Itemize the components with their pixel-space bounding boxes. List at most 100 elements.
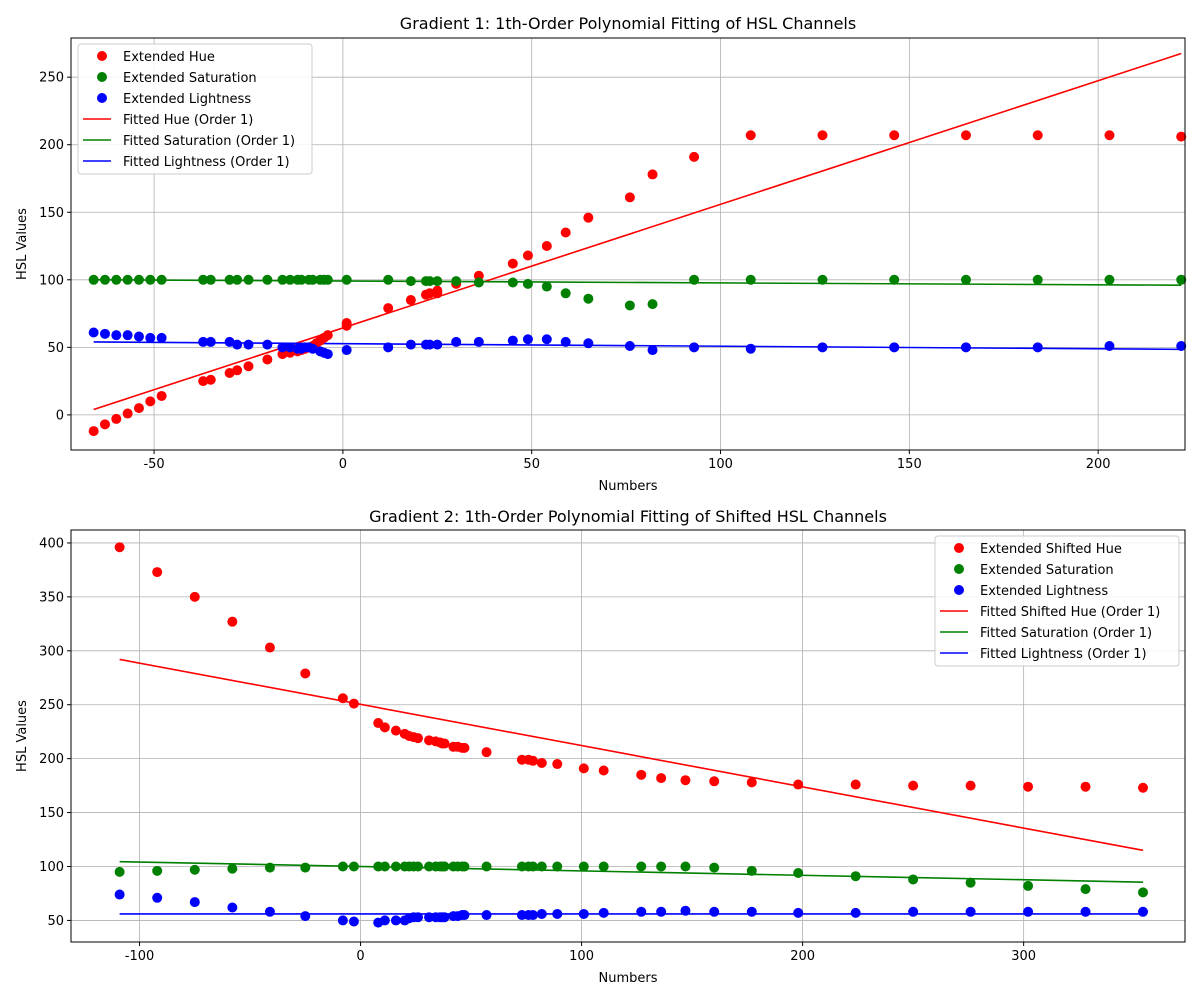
chart-2-legend-label: Extended Lightness (980, 584, 1108, 599)
chart-2-series-3-point (680, 905, 691, 916)
chart-1-series-3-point (473, 336, 484, 347)
chart-1-series-2-point (473, 277, 484, 288)
chart-1-y-tick-label: 150 (39, 206, 64, 221)
chart-1-series-3-point (88, 327, 99, 338)
chart-2-series-1-point (227, 616, 238, 627)
chart-2-series-1-point (536, 757, 547, 768)
chart-1-series-3-point (156, 332, 167, 343)
chart-1-legend-label: Extended Saturation (123, 71, 257, 86)
chart-1-legend-marker (97, 93, 107, 103)
chart-2-legend-label: Fitted Lightness (Order 1) (980, 647, 1147, 662)
chart-1-series-1-point (322, 330, 333, 341)
chart-1-series-3-point (1104, 340, 1115, 351)
chart-2-series-3-point (709, 906, 720, 917)
chart-2-legend-label: Extended Shifted Hue (980, 542, 1122, 557)
chart-1-series-3-point (232, 339, 243, 350)
chart-1-series-2-point (133, 274, 144, 285)
chart-1-series-3-point (145, 332, 156, 343)
chart-1-series-3-point (122, 330, 133, 341)
chart-1-series-2-point (277, 274, 288, 285)
chart-1-series-3-point (277, 342, 288, 353)
chart-1-fit-line-3 (93, 341, 1182, 351)
chart-2-series-2-point (439, 861, 450, 872)
chart-1-legend-label: Fitted Hue (Order 1) (123, 113, 253, 128)
chart-1-series-3-point (224, 336, 235, 347)
chart-1-series-1-point (262, 354, 273, 365)
chart-2-series-3-point (379, 915, 390, 926)
chart-2-series-3-point (337, 915, 348, 926)
chart-1-series-1-point (383, 303, 394, 314)
chart-1-series-2-point (1176, 274, 1187, 285)
chart-1-series-3-point (560, 336, 571, 347)
chart-2-series-2-point (189, 864, 200, 875)
chart-2-x-tick-label: 300 (1011, 949, 1036, 964)
chart-2-y-tick-label: 400 (39, 536, 64, 551)
chart-1-x-tick-label: 0 (339, 457, 347, 472)
chart-2-y-label: HSL Values (15, 700, 30, 772)
chart-1-series-1-point (111, 413, 122, 424)
chart-1-series-1-point (198, 376, 209, 387)
chart-1-series-2-point (522, 278, 533, 289)
chart-1-legend-label: Extended Hue (123, 50, 215, 65)
chart-1-y-tick-label: 100 (39, 273, 64, 288)
chart-1-series-1-point (432, 285, 443, 296)
chart-2-legend-label: Fitted Shifted Hue (Order 1) (980, 605, 1160, 620)
chart-1-series-2-point (745, 274, 756, 285)
chart-2-series-3-point (598, 907, 609, 918)
chart-2-series-2-point (114, 866, 125, 877)
chart-1-series-3-point (322, 349, 333, 360)
chart-2-y-tick-label: 100 (39, 860, 64, 875)
chart-1-series-1-point (145, 396, 156, 407)
chart-1-series-1-point (156, 390, 167, 401)
chart-2-series-3-point (300, 911, 311, 922)
chart-1-series-1-point (507, 258, 518, 269)
chart-2-series-3-point (746, 906, 757, 917)
chart-1-series-1-point (817, 130, 828, 141)
chart-1-series-2-point (145, 274, 156, 285)
chart-2-y-tick-label: 50 (47, 914, 64, 929)
chart-2-series-2-point (413, 861, 424, 872)
chart-2-series-1-point (481, 747, 492, 758)
chart-1-legend-box (77, 43, 313, 175)
chart-2-series-1-point (264, 642, 275, 653)
chart-2-x-tick-label: 0 (356, 949, 364, 964)
chart-2-series-2-point (459, 861, 470, 872)
chart-1-x-tick-label: 200 (1086, 457, 1111, 472)
chart-1-series-2-point (424, 276, 435, 287)
chart-2-series-1-point (390, 725, 401, 736)
chart-1-series-3-point (205, 336, 216, 347)
chart-1-series-1-point (689, 151, 700, 162)
chart-1-series-1-point (99, 419, 110, 430)
chart-1-series-2-point (689, 274, 700, 285)
chart-1-series-2-point (432, 276, 443, 287)
chart-1-points (88, 130, 1187, 437)
chart-2-fit-line-1 (119, 658, 1144, 852)
chart-1-legend-marker (97, 72, 107, 82)
chart-1-series-2-point (889, 274, 900, 285)
chart-1-series-3-point (960, 342, 971, 353)
chart-2-series-1-point (680, 775, 691, 786)
chart-1-series-2-point (262, 274, 273, 285)
chart-1-series-1-point (88, 426, 99, 437)
chart-1-series-1-point (889, 130, 900, 141)
chart-2-series-1-point (746, 777, 757, 788)
chart-1-series-3-point (522, 334, 533, 345)
chart-2-series-1-point (552, 759, 563, 770)
chart-1-series-3-point (341, 345, 352, 356)
chart-1-series-1-point (232, 365, 243, 376)
chart-1-series-2-point (156, 274, 167, 285)
chart-2-legend-label: Extended Saturation (980, 563, 1114, 578)
chart-2-series-3-point (552, 908, 563, 919)
chart-2-series-3-point (348, 916, 359, 927)
chart-2: Gradient 2: 1th-Order Polynomial Fitting… (15, 507, 1186, 986)
chart-2-series-2-point (636, 861, 647, 872)
chart-2-series-1-point (709, 776, 720, 787)
chart-2-series-2-point (152, 865, 163, 876)
chart-1-series-2-point (817, 274, 828, 285)
chart-1-y-label: HSL Values (15, 208, 30, 280)
chart-1-x-ticks: -50 0 50 100 150 200 (143, 450, 1111, 472)
chart-2-series-2-point (680, 861, 691, 872)
chart-2-series-1-point (379, 722, 390, 733)
chart-1-series-1-point (405, 295, 416, 306)
chart-1-series-3-point (541, 334, 552, 345)
